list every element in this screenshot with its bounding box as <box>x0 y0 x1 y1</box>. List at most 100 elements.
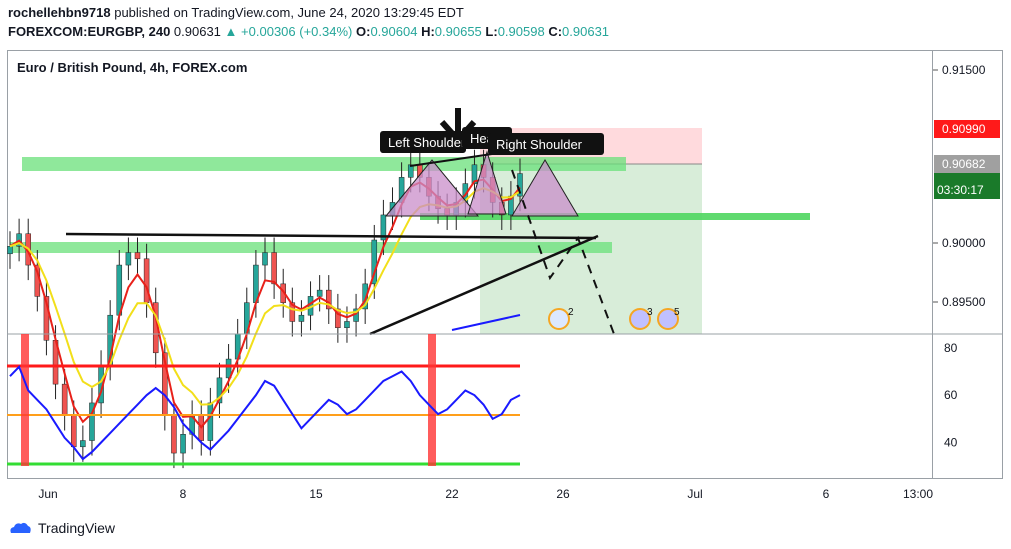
rsi-axis-ticks: 80 60 40 <box>944 341 958 450</box>
rsi-signal-bar-1 <box>21 334 29 466</box>
time-tick-label: Jul <box>687 487 702 501</box>
candle-body <box>407 164 414 178</box>
left-shoulder-label: Left Shoulder <box>388 135 466 150</box>
head-shape <box>467 150 507 215</box>
price-tick-label: 0.90000 <box>942 236 986 250</box>
rsi-line <box>9 364 521 461</box>
rsi-tick-label: 80 <box>944 341 958 355</box>
candle-body <box>335 308 341 328</box>
price-tick-label: 0.91500 <box>942 63 986 77</box>
candle-body <box>344 321 350 328</box>
low-label: L: <box>485 24 498 39</box>
chart-title: Euro / British Pound, 4h, FOREX.com <box>17 60 247 75</box>
last-price: 0.90631 <box>173 24 221 39</box>
shoulder-trendline <box>409 153 493 167</box>
time-tick-label: 22 <box>445 487 459 501</box>
neckline <box>65 232 597 240</box>
projection-path <box>511 169 615 335</box>
tradingview-logo[interactable]: TradingView <box>8 520 115 536</box>
price-axis-ticks: 0.91500 0.90000 0.89500 <box>933 63 986 309</box>
candle-body <box>134 252 141 260</box>
open-label: O: <box>355 24 371 39</box>
price-axis[interactable] <box>933 50 1003 479</box>
candle-body <box>262 252 268 266</box>
time-tick-label: Jun <box>38 487 57 501</box>
svg-text:5: 5 <box>674 307 680 318</box>
candle-body <box>380 214 387 241</box>
left-shoulder-label-bg <box>380 131 466 153</box>
candle-body <box>207 402 214 441</box>
candle-body <box>43 296 50 341</box>
support-zone <box>10 242 612 253</box>
candle-body <box>71 415 77 448</box>
uk-event-marker-2[interactable]: 5 <box>657 307 680 330</box>
head-label: Head <box>470 131 501 146</box>
ma-blue-line <box>451 314 521 331</box>
entry-price-text: 0.90682 <box>942 157 986 171</box>
price-change: +0.00306 (+0.34%) <box>241 24 353 39</box>
rsi-signal-bar-2 <box>428 334 436 466</box>
candle-body <box>89 402 95 441</box>
candle-body <box>61 383 68 416</box>
right-shoulder-shape <box>511 159 579 217</box>
candle-body <box>225 358 232 379</box>
uk-event-marker[interactable]: 3 <box>629 307 653 330</box>
time-tick-label: 15 <box>309 487 323 501</box>
svg-text:2: 2 <box>568 307 574 318</box>
time-axis-ticks: Jun 8 15 22 26 Jul 6 13:00 <box>38 487 933 501</box>
candle-body <box>471 164 478 184</box>
candle-body <box>216 377 223 404</box>
open-value: 0.90604 <box>370 24 418 39</box>
candle-body <box>298 314 305 322</box>
countdown-badge <box>934 181 1000 199</box>
candle-body <box>171 415 177 454</box>
time-tick-label: 8 <box>180 487 187 501</box>
time-tick-label: 6 <box>823 487 830 501</box>
tradingview-wordmark: TradingView <box>38 520 116 536</box>
right-shoulder-label: Right Shoulder <box>496 137 583 152</box>
publish-details: published on TradingView.com, June 24, 2… <box>110 5 464 20</box>
candle-body <box>271 252 277 285</box>
publisher-name[interactable]: rochellehbn9718 <box>8 5 111 20</box>
symbol-info: FOREXCOM:EURGBP, 240 0.90631 ▲ +0.00306 … <box>8 24 609 39</box>
resistance-zone <box>22 157 626 171</box>
candle-body <box>362 283 368 310</box>
symbol-name: FOREXCOM:EURGBP, 240 <box>8 24 171 39</box>
candle-body <box>326 289 332 310</box>
candle-body <box>125 252 132 266</box>
candle-body <box>180 434 186 454</box>
rsi-tick-label: 40 <box>944 436 958 450</box>
close-value: 0.90631 <box>562 24 610 39</box>
stop-price-text: 0.90990 <box>942 122 986 136</box>
current-price-badge <box>934 173 1000 183</box>
candle-body <box>316 289 323 297</box>
left-shoulder-shape <box>384 159 480 217</box>
candle-body <box>517 173 523 197</box>
time-tick-label: 13:00 <box>903 487 933 501</box>
chart-frame[interactable] <box>7 50 933 479</box>
time-tick-label: 26 <box>556 487 570 501</box>
candle-body <box>80 440 86 448</box>
high-label: H: <box>421 24 435 39</box>
candle-body <box>371 239 378 285</box>
rsi-tick-label: 60 <box>944 388 958 402</box>
candle-body <box>7 246 13 255</box>
tradingview-cloud-icon <box>10 522 31 533</box>
candle-body <box>289 302 296 322</box>
stop-price-badge <box>934 120 1000 138</box>
countdown-text: 03:30:17 <box>937 183 984 197</box>
right-shoulder-label-bg <box>488 133 604 155</box>
up-triangle-icon: ▲ <box>224 24 238 39</box>
price-tick-label: 0.89500 <box>942 295 986 309</box>
publish-info: rochellehbn9718 published on TradingView… <box>8 5 464 20</box>
neckline-zone <box>420 213 810 220</box>
low-value: 0.90598 <box>497 24 545 39</box>
entry-price-badge <box>934 155 1000 173</box>
svg-text:3: 3 <box>647 307 653 318</box>
close-label: C: <box>548 24 563 39</box>
ascending-trendline <box>369 234 599 336</box>
high-value: 0.90655 <box>434 24 482 39</box>
ema-slow-line <box>9 187 521 406</box>
economic-event-marker[interactable]: 2 <box>548 307 574 330</box>
